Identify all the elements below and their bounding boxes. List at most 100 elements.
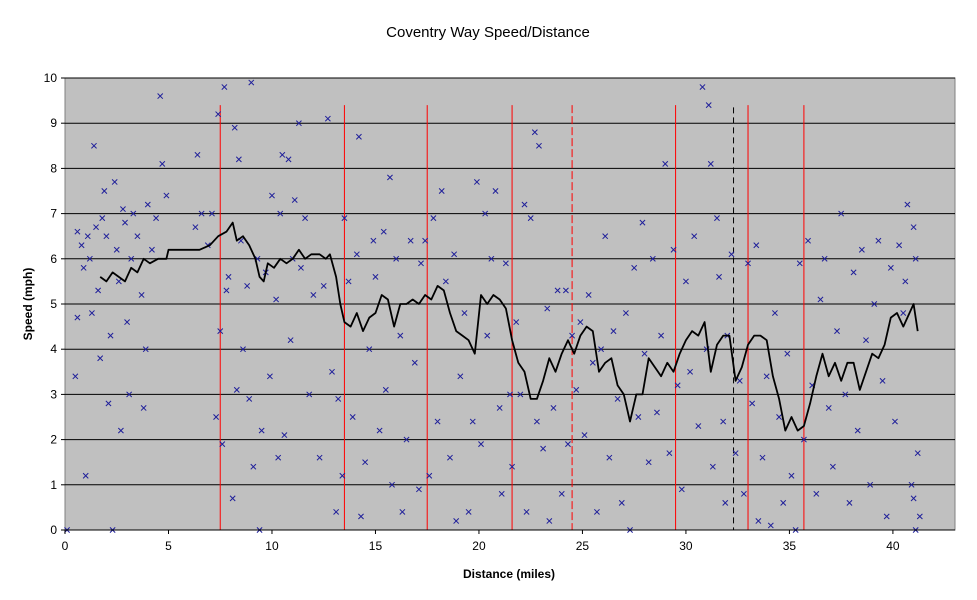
speed-point [581, 432, 588, 439]
speed-point [484, 332, 491, 339]
speed-point [362, 459, 369, 466]
speed-point [678, 486, 685, 493]
speed-point [95, 287, 102, 294]
chart-title: Coventry Way Speed/Distance [386, 24, 590, 41]
speed-point [834, 328, 840, 335]
speed-point [159, 160, 166, 167]
speed-point [306, 391, 313, 398]
speed-point [91, 142, 97, 149]
speed-point [266, 373, 273, 380]
speed-point [593, 508, 600, 515]
speed-point [492, 188, 499, 194]
speed-point [753, 242, 760, 249]
speed-point [358, 513, 364, 520]
speed-point [192, 224, 199, 231]
speed-point [896, 242, 903, 249]
speed-point [438, 188, 445, 194]
speed-point [411, 359, 418, 366]
speed-point [502, 260, 509, 267]
speed-point [451, 251, 458, 258]
y-tick-label: 4 [50, 342, 57, 356]
speed-point [759, 454, 766, 461]
x-tick-label: 10 [265, 539, 279, 553]
speed-point [117, 427, 124, 434]
speed-point [465, 508, 472, 515]
x-tick-label: 5 [165, 539, 172, 553]
speed-point [140, 405, 147, 411]
speed-point [88, 310, 95, 316]
speed-point [618, 499, 625, 506]
speed-point [372, 273, 379, 280]
speed-point [682, 278, 689, 285]
speed-point [233, 386, 240, 393]
speed-point [674, 382, 681, 389]
speed-point [84, 233, 91, 240]
speed-point [320, 282, 327, 289]
speed-point [858, 246, 865, 253]
speed-point [800, 436, 807, 443]
speed-point [720, 418, 727, 425]
speed-point [353, 251, 360, 258]
speed-point [74, 314, 81, 321]
speed-point [666, 450, 673, 457]
speed-point [119, 206, 126, 213]
speed-point [805, 237, 811, 244]
speed-point [349, 414, 356, 420]
speed-point [478, 441, 484, 448]
speed-point [229, 495, 236, 502]
speed-point [74, 228, 81, 235]
speed-point [397, 332, 404, 339]
moving-average [99, 221, 919, 432]
speed-point [407, 237, 414, 244]
speed-point [641, 350, 648, 357]
speed-point [755, 518, 762, 524]
speed-point [912, 255, 919, 262]
speed-point [115, 278, 122, 285]
speed-point [705, 102, 712, 109]
speed-point [221, 84, 228, 90]
speed-point [279, 151, 286, 158]
speed-point [788, 472, 795, 479]
speed-point [498, 490, 505, 497]
speed-point [598, 346, 605, 353]
speed-point [244, 282, 251, 289]
speed-point [902, 278, 909, 285]
speed-point [554, 287, 561, 294]
speed-point [386, 174, 393, 181]
y-tick-label: 6 [50, 252, 57, 266]
speed-point [393, 255, 400, 262]
speed-point [850, 269, 857, 276]
speed-point [829, 463, 836, 470]
speed-point [128, 255, 135, 262]
speed-point [382, 386, 389, 393]
speed-point [714, 215, 720, 222]
speed-point [341, 215, 348, 222]
speed-point [97, 355, 104, 362]
speed-point [345, 278, 352, 285]
speed-point [662, 160, 669, 167]
speed-point [513, 319, 520, 326]
speed-point [488, 255, 495, 262]
speed-point [434, 418, 441, 425]
speed-point [287, 337, 294, 344]
speed-point [389, 481, 395, 488]
speed-point [482, 210, 489, 217]
speed-point [297, 264, 304, 271]
speed-point [324, 115, 331, 122]
y-tick-label: 2 [50, 433, 57, 447]
speed-point [813, 490, 820, 497]
speed-point [72, 373, 79, 380]
speed-point [275, 454, 282, 461]
speed-point [285, 156, 292, 163]
speed-point [376, 427, 383, 434]
speed-point [573, 386, 580, 393]
speed-point [86, 255, 93, 262]
speed-point [235, 156, 242, 163]
speed-point [507, 391, 513, 398]
speed-point [716, 273, 722, 280]
y-tick-label: 1 [50, 478, 57, 492]
speed-point [80, 264, 87, 271]
speed-point [910, 224, 917, 231]
speed-point [295, 120, 302, 127]
